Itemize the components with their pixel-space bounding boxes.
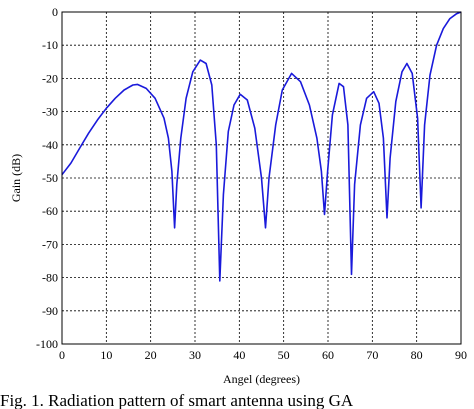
x-axis-label: Angel (degrees) [223, 372, 300, 386]
x-tick-label: 10 [100, 348, 112, 362]
y-tick-label: 0 [52, 5, 58, 19]
x-tick-label: 50 [278, 348, 290, 362]
x-tick-label: 80 [411, 348, 423, 362]
y-tick-label: -80 [42, 271, 58, 285]
y-tick-label: -90 [42, 304, 58, 318]
y-tick-label: -30 [42, 105, 58, 119]
x-tick-label: 60 [322, 348, 334, 362]
y-tick-label: -40 [42, 138, 58, 152]
plot-frame [61, 11, 462, 345]
series-layer [61, 11, 462, 282]
y-tick-label: -50 [42, 171, 58, 185]
grid-lines [62, 12, 461, 344]
y-tick-label: -70 [42, 237, 58, 251]
tick-labels: 0 10 20 30 40 50 60 70 80 90 0 -10 -20 -30 -40 -50 -60 -7… [36, 5, 467, 362]
y-tick-label: -20 [42, 71, 58, 85]
x-tick-label: 0 [59, 348, 65, 362]
y-axis-label: Gain (dB) [9, 154, 23, 202]
y-tick-label: -100 [36, 337, 58, 351]
gain-series-line [61, 11, 462, 282]
x-tick-label: 30 [189, 348, 201, 362]
x-tick-label: 70 [366, 348, 378, 362]
x-tick-label: 40 [233, 348, 245, 362]
figure-caption: Fig. 1. Radiation pattern of smart anten… [0, 391, 354, 409]
y-tick-label: -60 [42, 204, 58, 218]
y-tick-label: -10 [42, 38, 58, 52]
x-tick-label: 20 [145, 348, 157, 362]
x-tick-label: 90 [455, 348, 467, 362]
